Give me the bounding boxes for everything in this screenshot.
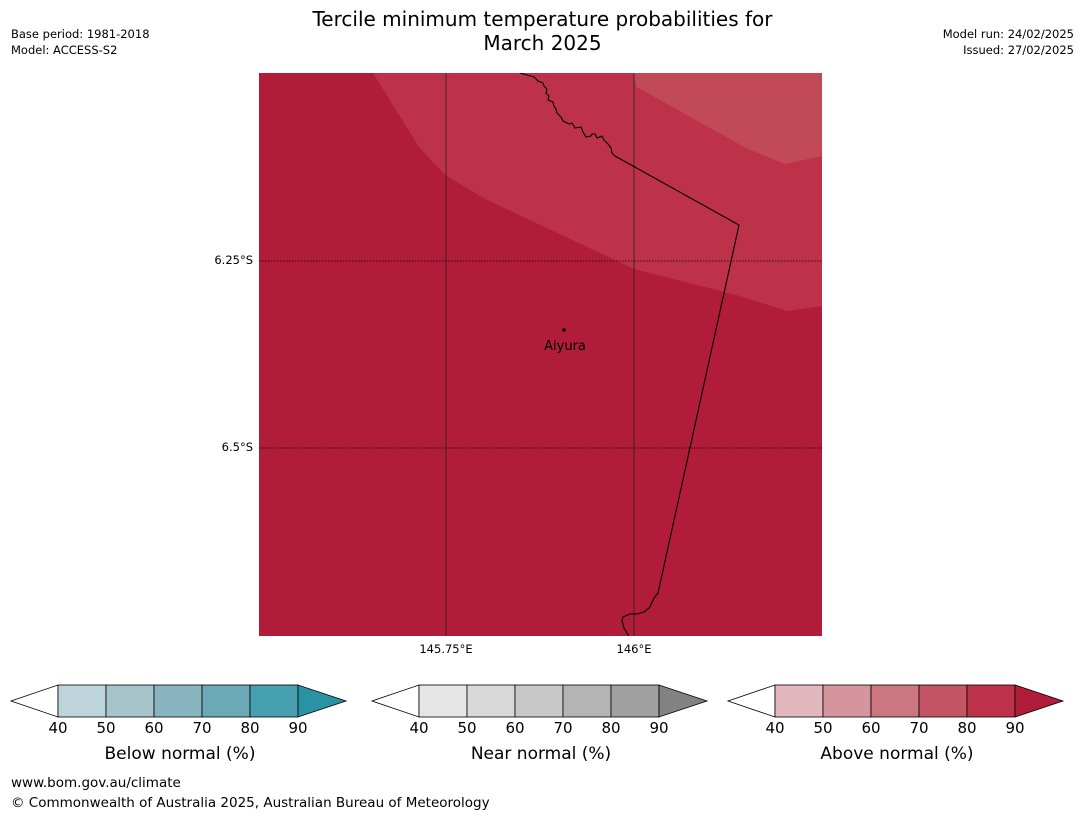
- lon-label-146: 146°E: [616, 642, 652, 656]
- colorbar-tick-label: 70: [192, 719, 212, 737]
- colorbar-tick-label: 90: [649, 719, 669, 737]
- colorbar-tick-label: 90: [288, 719, 308, 737]
- chart-title: Tercile minimum temperature probabilitie…: [200, 7, 885, 55]
- colorbar-tick-label: 60: [144, 719, 164, 737]
- coastline-border: [519, 73, 740, 636]
- colorbar-tick-label: 50: [96, 719, 116, 737]
- title-line-2: March 2025: [483, 31, 602, 55]
- legend-below-normal: 40 50 60 70 80 90 Below normal (%): [9, 684, 350, 774]
- meta-right: Model run: 24/02/2025 Issued: 27/02/2025: [943, 26, 1074, 58]
- colorbar-segment: [57, 684, 107, 718]
- legend-label-below: Below normal (%): [104, 744, 256, 764]
- colorbar-extend-high: [1014, 684, 1065, 718]
- colorbar-segment: [249, 684, 299, 718]
- colorbar-tick-label: 40: [48, 719, 68, 737]
- colorbar-segment: [610, 684, 660, 718]
- colorbar-extend-low: [726, 684, 776, 718]
- colorbar-tick-label: 40: [765, 719, 785, 737]
- place-marker: [562, 328, 566, 332]
- colorbar-segment: [201, 684, 251, 718]
- place-label: Aiyura: [544, 339, 586, 354]
- colorbar-segment: [153, 684, 203, 718]
- colorbar-extend-high: [297, 684, 348, 718]
- footer-url: www.bom.gov.au/climate: [11, 775, 181, 791]
- colorbar-tick-label: 60: [861, 719, 881, 737]
- model-run: Model run: 24/02/2025: [942, 27, 1074, 41]
- colorbar-segment: [822, 684, 872, 718]
- colorbar-tick-label: 50: [813, 719, 833, 737]
- colorbar-segment: [514, 684, 564, 718]
- legend-above-normal: 40 50 60 70 80 90 Above normal (%): [726, 684, 1067, 774]
- legend-label-above: Above normal (%): [820, 744, 974, 764]
- colorbar-segment: [562, 684, 612, 718]
- meta-left: Base period: 1981-2018 Model: ACCESS-S2: [11, 26, 150, 58]
- colorbar-segment: [966, 684, 1016, 718]
- model-name: Model: ACCESS-S2: [11, 43, 118, 57]
- colorbar-tick-label: 60: [505, 719, 525, 737]
- colorbar-segment: [105, 684, 155, 718]
- legend-near-normal: 40 50 60 70 80 90 Near normal (%): [370, 684, 711, 774]
- colorbar-ticks-above: 40 50 60 70 80 90: [727, 719, 1067, 737]
- colorbar-segment: [870, 684, 920, 718]
- colorbar-tick-label: 80: [957, 719, 977, 737]
- colorbar-tick-label: 80: [240, 719, 260, 737]
- forecast-map: Aiyura: [259, 73, 822, 636]
- lon-label-145-75: 145.75°E: [419, 642, 473, 656]
- colorbar-near: [370, 684, 709, 718]
- colorbar-above: [726, 684, 1065, 718]
- colorbar-tick-label: 50: [457, 719, 477, 737]
- colorbar-tick-label: 80: [601, 719, 621, 737]
- colorbar-segment: [918, 684, 968, 718]
- colorbar-segment: [774, 684, 824, 718]
- footer-copyright: © Commonwealth of Australia 2025, Austra…: [11, 795, 490, 811]
- colorbar-segment: [466, 684, 516, 718]
- probability-region-light: [633, 73, 822, 164]
- colorbar-tick-label: 70: [909, 719, 929, 737]
- issued-date: Issued: 27/02/2025: [963, 43, 1074, 57]
- colorbar-segment: [418, 684, 468, 718]
- colorbar-below: [9, 684, 348, 718]
- base-period: Base period: 1981-2018: [11, 27, 150, 41]
- colorbar-ticks-below: 40 50 60 70 80 90: [10, 719, 350, 737]
- legend-label-near: Near normal (%): [470, 744, 612, 764]
- colorbar-extend-low: [9, 684, 59, 718]
- colorbar-ticks-near: 40 50 60 70 80 90: [371, 719, 711, 737]
- lat-label-6-25: 6.25°S: [214, 253, 253, 267]
- lat-label-6-5: 6.5°S: [221, 440, 253, 454]
- title-line-1: Tercile minimum temperature probabilitie…: [312, 7, 773, 31]
- colorbar-tick-label: 90: [1005, 719, 1025, 737]
- map-canvas: Aiyura: [259, 73, 822, 636]
- colorbar-tick-label: 40: [409, 719, 429, 737]
- colorbar-tick-label: 70: [553, 719, 573, 737]
- colorbar-extend-low: [370, 684, 420, 718]
- probability-region-medium: [373, 73, 822, 311]
- colorbar-extend-high: [658, 684, 709, 718]
